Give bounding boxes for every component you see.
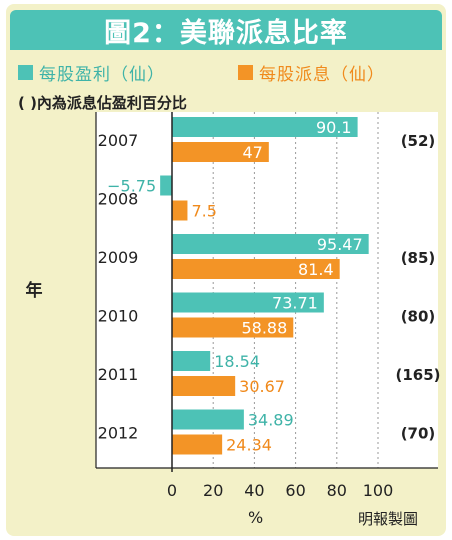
legend-swatch-eps (18, 64, 33, 80)
eps-value-label-2008: −5.75 (107, 177, 156, 196)
source-credit: 明報製圖 (358, 510, 419, 528)
dps-value-label-2010: 58.88 (241, 319, 287, 338)
eps-bar-2010 (172, 292, 324, 313)
x-tick-label-20: 20 (203, 481, 223, 500)
legend-item-eps: 每股盈利（仙） (18, 62, 165, 85)
eps-bar-2007 (172, 117, 358, 137)
eps-value-label-2009: 95.47 (317, 235, 363, 254)
x-axis-label: % (248, 508, 264, 527)
dps-bar-2012 (172, 434, 223, 455)
eps-bar-2011 (172, 351, 211, 371)
x-tick-label-60: 60 (285, 481, 305, 500)
eps-value-label-2007: 90.1 (316, 118, 352, 137)
title-bar: 圖2：美聯派息比率 (10, 10, 442, 50)
y-axis-label: 年 (26, 280, 43, 301)
plot-background (96, 112, 438, 468)
x-tick-label-80: 80 (327, 481, 347, 500)
payout-ratio-label-2009: (85) (401, 249, 436, 267)
payout-note: ( )內為派息佔盈利百分比 (18, 94, 187, 112)
payout-ratio-label-2007: (52) (401, 132, 436, 150)
eps-bar-2008 (160, 175, 172, 196)
dps-bar-2009 (172, 259, 340, 279)
dps-bar-2007 (172, 142, 269, 162)
payout-ratio-label-2010: (80) (401, 308, 436, 326)
dps-bar-2008 (172, 200, 188, 221)
dps-value-label-2007: 47 (242, 143, 262, 162)
y-tick-label-2010: 2010 (98, 307, 139, 326)
x-tick-label-100: 100 (363, 481, 394, 500)
x-tick-label-0: 0 (167, 481, 177, 500)
y-tick-label-2007: 2007 (98, 131, 139, 150)
dps-value-label-2008: 7.5 (191, 202, 216, 221)
eps-value-label-2010: 73.71 (272, 294, 318, 313)
payout-ratio-label-2011: (165) (395, 366, 440, 384)
eps-bar-2012 (172, 409, 244, 430)
legend-label-eps: 每股盈利（仙） (39, 64, 165, 85)
chart-title: 圖2：美聯派息比率 (104, 17, 348, 49)
y-tick-label-2011: 2011 (98, 365, 139, 384)
eps-value-label-2012: 34.89 (248, 411, 294, 430)
dps-bar-2010 (172, 317, 294, 338)
x-tick-label-40: 40 (244, 481, 264, 500)
dps-value-label-2009: 81.4 (298, 260, 334, 279)
dps-value-label-2011: 30.67 (239, 377, 285, 396)
eps-value-label-2011: 18.54 (214, 352, 260, 371)
legend-swatch-dps (238, 64, 253, 80)
dps-value-label-2012: 24.34 (226, 436, 272, 455)
y-tick-label-2008: 2008 (98, 190, 139, 209)
y-tick-label-2012: 2012 (98, 424, 139, 443)
eps-bar-2009 (172, 234, 369, 254)
dps-bar-2011 (172, 376, 236, 396)
legend-item-dps: 每股派息（仙） (238, 62, 385, 85)
y-tick-label-2009: 2009 (98, 248, 139, 267)
legend-label-dps: 每股派息（仙） (259, 64, 385, 85)
payout-ratio-label-2012: (70) (401, 425, 436, 443)
